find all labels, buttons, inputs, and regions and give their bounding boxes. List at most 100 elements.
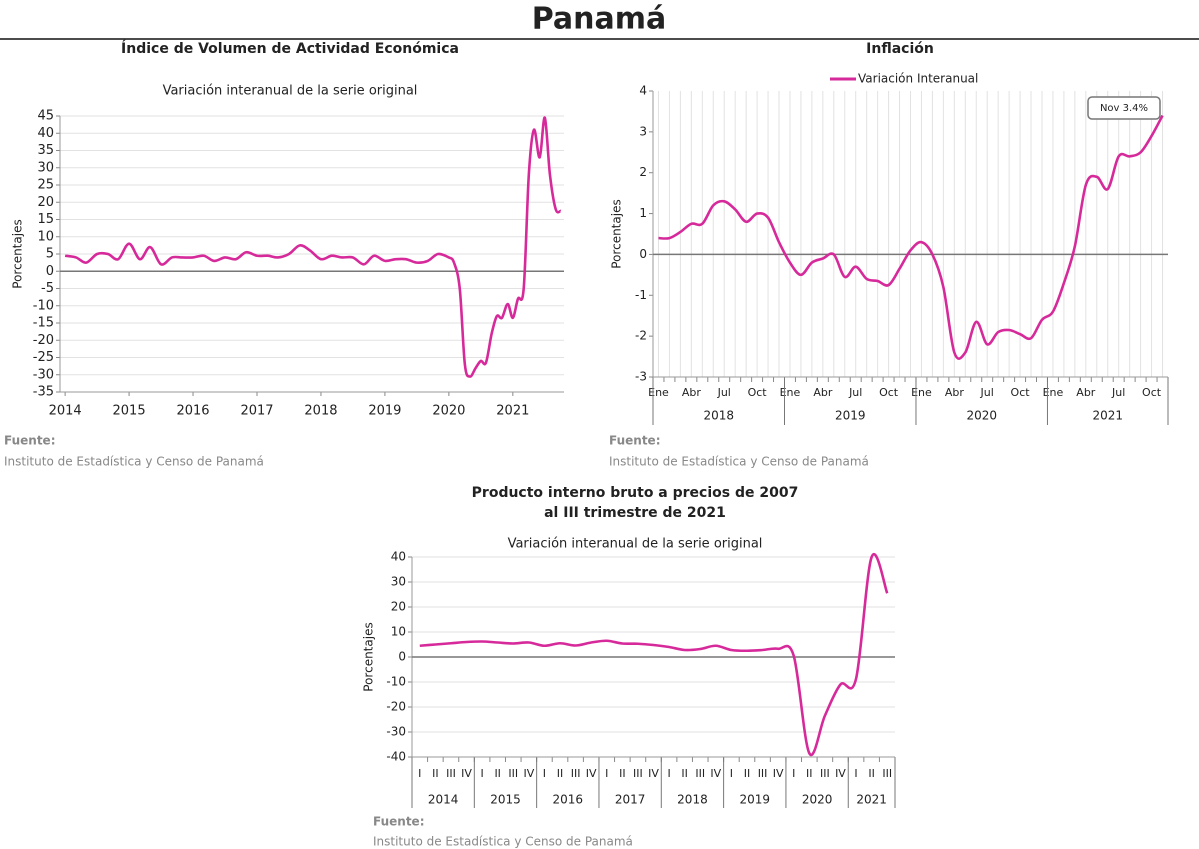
source-label: Fuente:	[4, 434, 56, 448]
x-tick-label: I	[730, 767, 733, 780]
x-tick-label: 2017	[240, 404, 273, 419]
y-tick-label: 40	[37, 126, 54, 141]
y-tick-label: 2	[639, 165, 647, 179]
x-group-label: 2020	[966, 409, 997, 423]
y-tick-label: -10	[33, 298, 54, 313]
x-group-label: 2016	[553, 793, 584, 807]
chart-title: Inflación	[866, 41, 934, 57]
y-tick-label: -30	[33, 367, 54, 382]
x-tick-label: Ene	[911, 386, 932, 399]
y-tick-label: 5	[46, 247, 54, 262]
y-tick-label: 30	[391, 575, 406, 589]
y-tick-label: -35	[33, 385, 54, 400]
y-tick-label: 20	[391, 600, 406, 614]
x-tick-label: Ene	[1043, 386, 1064, 399]
x-group-label: 2020	[802, 793, 833, 807]
x-tick-label: III	[633, 767, 643, 780]
x-tick-label: 2014	[49, 404, 82, 419]
x-tick-label: Oct	[748, 386, 768, 399]
x-tick-label: Abr	[1076, 386, 1096, 399]
y-tick-label: -1	[635, 288, 647, 302]
y-tick-label: 4	[639, 84, 647, 98]
data-line	[658, 114, 1164, 360]
x-tick-label: III	[820, 767, 830, 780]
y-tick-label: -10	[386, 675, 406, 689]
source-label: Fuente:	[373, 815, 425, 829]
x-tick-label: II	[557, 767, 564, 780]
data-line	[419, 552, 889, 757]
x-tick-label: II	[806, 767, 813, 780]
x-tick-label: I	[854, 767, 857, 780]
x-tick-label: IV	[648, 767, 659, 780]
x-group-label: 2014	[428, 793, 459, 807]
x-tick-label: I	[792, 767, 795, 780]
x-group-label: 2018	[677, 793, 708, 807]
x-group-label: 2021	[856, 793, 887, 807]
y-tick-label: -30	[386, 725, 406, 739]
y-axis-label: Porcentajes	[610, 199, 624, 268]
y-tick-label: 1	[639, 206, 647, 220]
y-tick-label: 45	[37, 109, 54, 124]
x-group-label: 2018	[703, 409, 734, 423]
source: Instituto de Estadística y Censo de Pana…	[4, 455, 264, 469]
x-group-label: 2015	[490, 793, 521, 807]
y-tick-label: -3	[635, 370, 647, 384]
y-tick-label: 0	[398, 650, 406, 664]
x-tick-label: 2019	[368, 404, 401, 419]
x-tick-label: II	[619, 767, 626, 780]
annotation: Nov 3.4%	[1100, 103, 1148, 114]
chart-title: al III trimestre de 2021	[544, 505, 726, 521]
x-tick-label: Abr	[945, 386, 965, 399]
x-tick-label: I	[667, 767, 670, 780]
x-tick-label: Jul	[1111, 386, 1125, 399]
x-tick-label: III	[571, 767, 581, 780]
y-axis-label: Porcentajes	[362, 622, 376, 691]
chart-title: Producto interno bruto a precios de 2007	[472, 485, 799, 501]
y-tick-label: 20	[37, 195, 54, 210]
x-group-label: 2019	[740, 793, 771, 807]
x-tick-label: Jul	[717, 386, 731, 399]
x-tick-label: II	[681, 767, 688, 780]
x-tick-label: III	[508, 767, 518, 780]
y-tick-label: 15	[37, 212, 54, 227]
x-tick-label: Oct	[879, 386, 899, 399]
x-tick-label: II	[744, 767, 751, 780]
x-tick-label: Abr	[682, 386, 702, 399]
y-tick-label: -15	[33, 316, 54, 331]
x-tick-label: IV	[835, 767, 846, 780]
y-tick-label: -25	[33, 350, 54, 365]
x-group-label: 2019	[835, 409, 866, 423]
y-tick-label: 0	[639, 247, 647, 261]
x-tick-label: Oct	[1142, 386, 1162, 399]
x-tick-label: I	[605, 767, 608, 780]
y-tick-label: 10	[37, 229, 54, 244]
chart-title: Índice de Volumen de Actividad Económica	[121, 40, 459, 57]
x-tick-label: III	[882, 767, 892, 780]
x-tick-label: III	[695, 767, 705, 780]
source: Instituto de Estadística y Censo de Pana…	[373, 835, 633, 849]
x-tick-label: Jul	[980, 386, 994, 399]
x-tick-label: IV	[461, 767, 472, 780]
y-tick-label: 0	[46, 264, 54, 279]
x-tick-label: 2018	[304, 404, 337, 419]
page-title: Panamá	[532, 2, 667, 37]
y-tick-label: 40	[391, 550, 406, 564]
x-tick-label: Ene	[648, 386, 669, 399]
annotation-box	[1087, 96, 1161, 120]
x-tick-label: IV	[586, 767, 597, 780]
y-tick-label: 10	[391, 625, 406, 639]
x-group-label: 2021	[1092, 409, 1123, 423]
source: Instituto de Estadística y Censo de Pana…	[609, 455, 869, 469]
x-tick-label: III	[758, 767, 768, 780]
y-tick-label: -20	[33, 333, 54, 348]
y-tick-label: 35	[37, 143, 54, 158]
x-tick-label: IV	[523, 767, 534, 780]
x-tick-label: IV	[773, 767, 784, 780]
x-tick-label: Jul	[848, 386, 862, 399]
x-tick-label: I	[418, 767, 421, 780]
y-tick-label: 25	[37, 178, 54, 193]
x-tick-label: Oct	[1011, 386, 1031, 399]
y-tick-label: 30	[37, 160, 54, 175]
x-tick-label: I	[480, 767, 483, 780]
